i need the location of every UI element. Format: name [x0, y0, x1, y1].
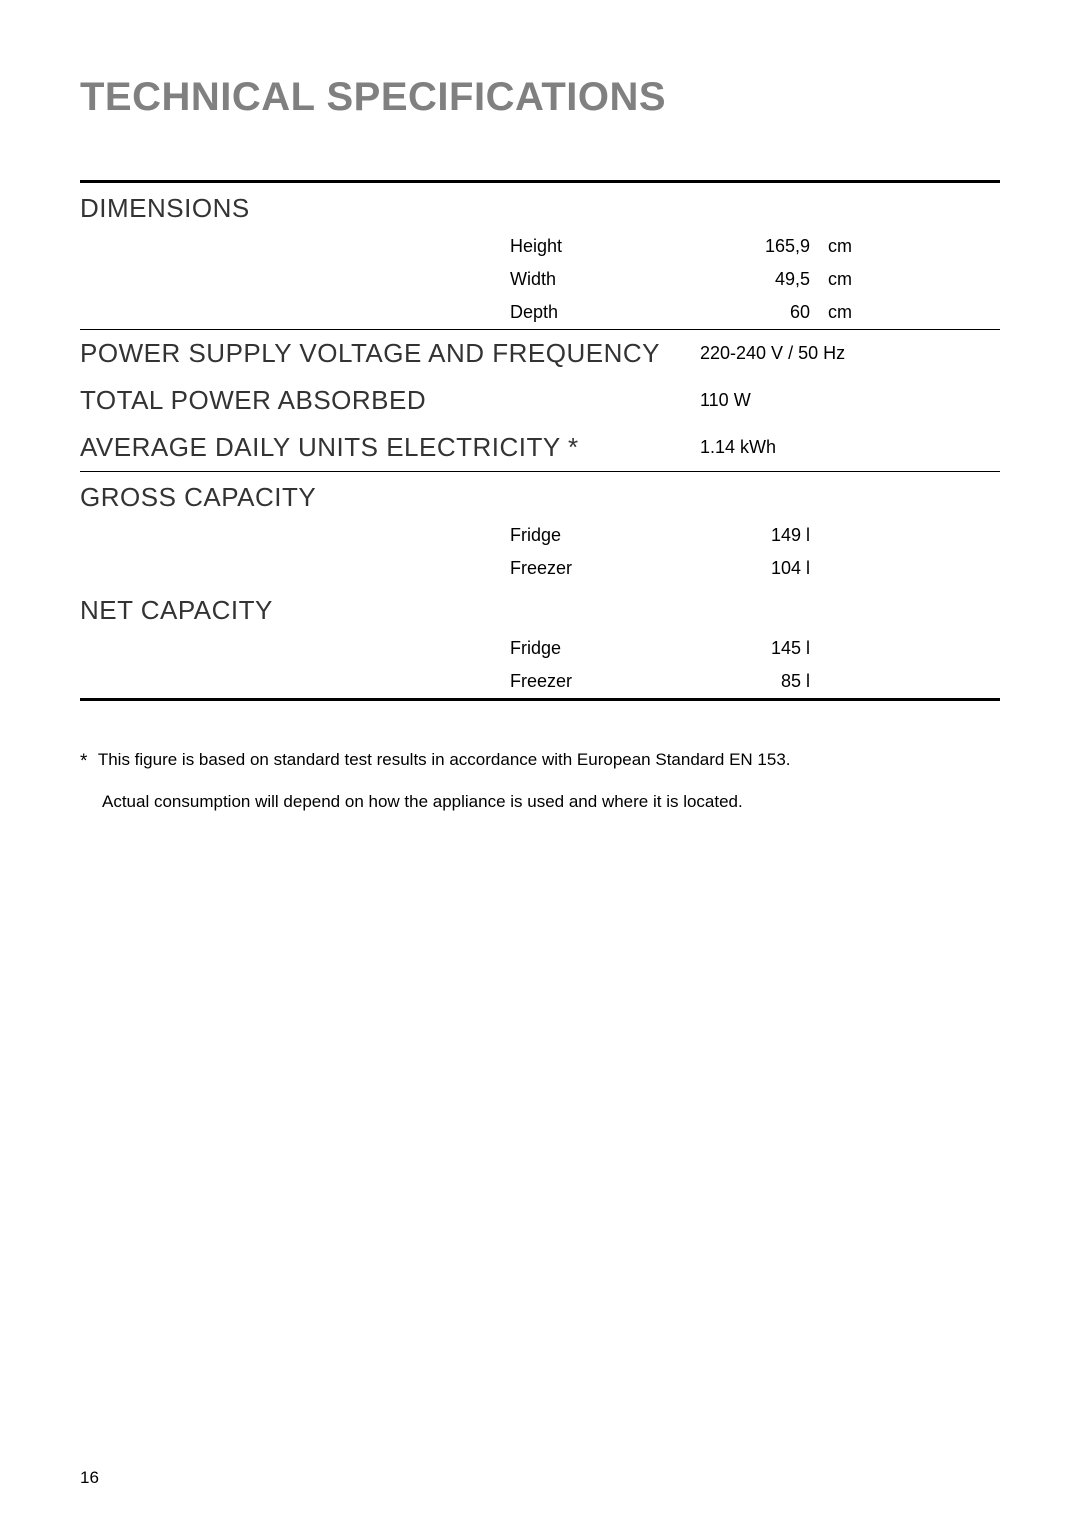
- dimension-row-height: Height 165,9 cm: [80, 230, 1000, 263]
- capacity-value: 104 l: [710, 558, 820, 579]
- capacity-value: 85 l: [710, 671, 820, 692]
- dimension-unit: cm: [820, 302, 852, 323]
- dimension-label: Depth: [510, 302, 710, 323]
- avg-daily-header: AVERAGE DAILY UNITS ELECTRICITY *: [80, 432, 700, 463]
- capacity-label: Freezer: [510, 558, 710, 579]
- avg-daily-row: AVERAGE DAILY UNITS ELECTRICITY * 1.14 k…: [80, 424, 1000, 471]
- dimension-label: Width: [510, 269, 710, 290]
- dimension-label: Height: [510, 236, 710, 257]
- footnote-line1: This figure is based on standard test re…: [98, 750, 791, 769]
- dimension-value: 60: [710, 302, 820, 323]
- dimensions-header: DIMENSIONS: [80, 183, 1000, 230]
- capacity-value: 149 l: [710, 525, 820, 546]
- gross-capacity-row-fridge: Fridge 149 l: [80, 519, 1000, 552]
- total-power-header: TOTAL POWER ABSORBED: [80, 385, 700, 416]
- footnote-star: *: [80, 751, 87, 772]
- dimension-unit: cm: [820, 236, 852, 257]
- avg-daily-value: 1.14 kWh: [700, 437, 776, 458]
- net-capacity-row-fridge: Fridge 145 l: [80, 632, 1000, 665]
- total-power-value: 110 W: [700, 390, 751, 411]
- footnote: * This figure is based on standard test …: [80, 741, 1000, 820]
- power-supply-value: 220-240 V / 50 Hz: [700, 343, 845, 364]
- gross-capacity-row-freezer: Freezer 104 l: [80, 552, 1000, 585]
- page-number: 16: [80, 1468, 99, 1488]
- specifications-table: DIMENSIONS Height 165,9 cm Width 49,5 cm…: [80, 180, 1000, 701]
- net-capacity-section: NET CAPACITY Fridge 145 l Freezer 85 l: [80, 585, 1000, 701]
- footnote-line2: Actual consumption will depend on how th…: [80, 783, 1000, 820]
- capacity-value: 145 l: [710, 638, 820, 659]
- dimension-unit: cm: [820, 269, 852, 290]
- power-supply-row: POWER SUPPLY VOLTAGE AND FREQUENCY 220-2…: [80, 329, 1000, 377]
- dimension-row-width: Width 49,5 cm: [80, 263, 1000, 296]
- power-supply-header: POWER SUPPLY VOLTAGE AND FREQUENCY: [80, 338, 700, 369]
- total-power-row: TOTAL POWER ABSORBED 110 W: [80, 377, 1000, 424]
- net-capacity-header: NET CAPACITY: [80, 585, 1000, 632]
- net-capacity-row-freezer: Freezer 85 l: [80, 665, 1000, 701]
- gross-capacity-section: GROSS CAPACITY Fridge 149 l Freezer 104 …: [80, 471, 1000, 585]
- dimension-value: 49,5: [710, 269, 820, 290]
- dimension-row-depth: Depth 60 cm: [80, 296, 1000, 329]
- dimensions-section: DIMENSIONS Height 165,9 cm Width 49,5 cm…: [80, 180, 1000, 329]
- dimension-value: 165,9: [710, 236, 820, 257]
- capacity-label: Fridge: [510, 525, 710, 546]
- capacity-label: Freezer: [510, 671, 710, 692]
- capacity-label: Fridge: [510, 638, 710, 659]
- gross-capacity-header: GROSS CAPACITY: [80, 472, 1000, 519]
- page-title: TECHNICAL SPECIFICATIONS: [80, 75, 1000, 120]
